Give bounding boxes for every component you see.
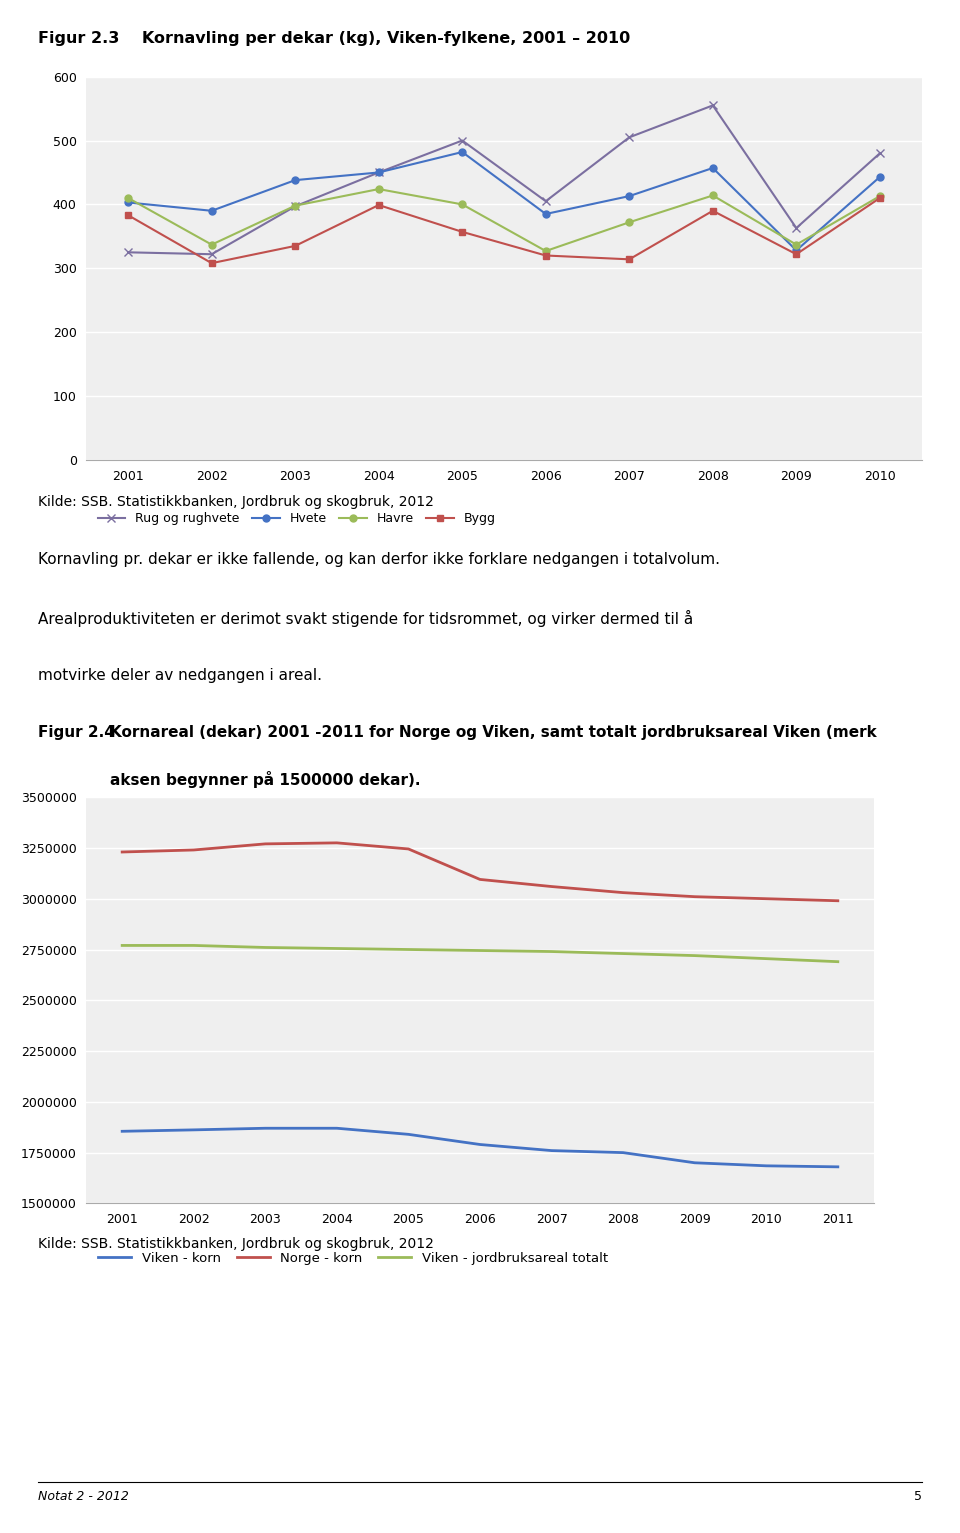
Text: Figur 2.3    Kornavling per dekar (kg), Viken-fylkene, 2001 – 2010: Figur 2.3 Kornavling per dekar (kg), Vik… (38, 31, 631, 46)
Legend: Viken - korn, Norge - korn, Viken - jordbruksareal totalt: Viken - korn, Norge - korn, Viken - jord… (93, 1246, 613, 1269)
Text: Kilde: SSB. Statistikkbanken, Jordbruk og skogbruk, 2012: Kilde: SSB. Statistikkbanken, Jordbruk o… (38, 1237, 434, 1251)
Text: 5: 5 (914, 1490, 922, 1502)
Text: Kornavling pr. dekar er ikke fallende, og kan derfor ikke forklare nedgangen i t: Kornavling pr. dekar er ikke fallende, o… (38, 552, 720, 567)
Text: Notat 2 - 2012: Notat 2 - 2012 (38, 1490, 130, 1502)
Text: aksen begynner på 1500000 dekar).: aksen begynner på 1500000 dekar). (110, 771, 420, 788)
Text: Figur 2.4: Figur 2.4 (38, 725, 115, 740)
Text: Arealproduktiviteten er derimot svakt stigende for tidsrommet, og virker dermed : Arealproduktiviteten er derimot svakt st… (38, 610, 694, 627)
Legend: Rug og rughvete, Hvete, Havre, Bygg: Rug og rughvete, Hvete, Havre, Bygg (93, 507, 501, 530)
Text: Kornareal (dekar) 2001 -2011 for Norge og Viken, samt totalt jordbruksareal Vike: Kornareal (dekar) 2001 -2011 for Norge o… (110, 725, 877, 740)
Text: motvirke deler av nedgangen i areal.: motvirke deler av nedgangen i areal. (38, 668, 323, 684)
Text: Kilde: SSB. Statistikkbanken, Jordbruk og skogbruk, 2012: Kilde: SSB. Statistikkbanken, Jordbruk o… (38, 495, 434, 509)
